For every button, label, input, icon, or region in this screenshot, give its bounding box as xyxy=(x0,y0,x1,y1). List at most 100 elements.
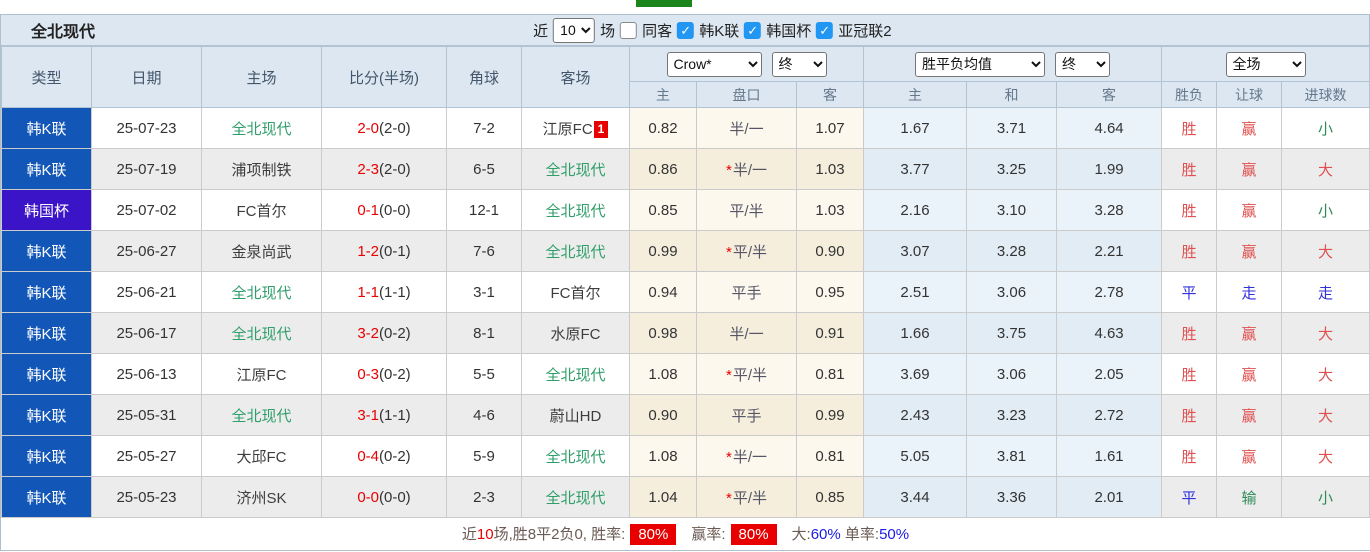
away-team[interactable]: 江原FC 1 xyxy=(521,107,630,149)
changed-line-star: * xyxy=(725,489,732,507)
euro-home-odds: 2.43 xyxy=(863,394,968,436)
fulltime-score: 1-1 xyxy=(357,283,379,301)
handicap-result: 赢 xyxy=(1216,435,1283,477)
fulltime-score: 0-1 xyxy=(357,201,379,219)
away-team[interactable]: 全北现代 xyxy=(521,476,630,518)
col-header-score: 比分(半场) xyxy=(321,46,447,108)
euro-odds-company-select[interactable]: 胜平负均值 xyxy=(915,51,1046,77)
league-type-badge: 韩国杯 xyxy=(1,189,92,231)
euro-away-odds: 1.99 xyxy=(1056,148,1163,190)
stats-recent-prefix: 近 xyxy=(461,526,477,544)
handicap-result: 赢 xyxy=(1216,107,1283,149)
away-team[interactable]: 水原FC xyxy=(521,312,630,354)
asian-away-odds: 1.03 xyxy=(795,189,865,231)
col-header-type: 类型 xyxy=(1,46,92,108)
halftime-score: (2-0) xyxy=(379,119,411,137)
score-cell: 3-2(0-2) xyxy=(321,312,447,354)
asian-odds-time-select[interactable]: 终 xyxy=(771,51,827,77)
away-team[interactable]: 蔚山HD xyxy=(521,394,630,436)
match-date: 25-05-31 xyxy=(91,394,202,436)
match-date: 25-05-23 xyxy=(91,476,202,518)
asian-handicap-line: *半/一 xyxy=(696,435,797,477)
corner-score: 5-9 xyxy=(446,435,522,477)
goals-result: 大 xyxy=(1281,312,1370,354)
euro-draw-odds: 3.06 xyxy=(966,271,1058,313)
asian-away-odds: 0.85 xyxy=(795,476,865,518)
asian-away-odds: 1.03 xyxy=(795,148,865,190)
goals-result: 小 xyxy=(1281,107,1370,149)
home-team[interactable]: 全北现代 xyxy=(201,394,322,436)
stats-summary: 近10场,胜8平2负0, 胜率: 80% 赢率: 80% 大:60% 单率:50% xyxy=(1,517,1370,550)
match-history-table: 类型 日期 主场 比分(半场) 角球 客场 Crow* 终 xyxy=(1,46,1370,550)
subcol-handicap-result: 让球 xyxy=(1216,81,1283,108)
home-team[interactable]: FC首尔 xyxy=(201,189,322,231)
match-result: 胜 xyxy=(1161,107,1218,149)
table-row: 韩K联 25-05-31 全北现代 3-1(1-1) 4-6 蔚山HD 0.90 平手 0.99… xyxy=(1,394,1370,436)
table-row: 韩K联 25-06-17 全北现代 3-2(0-2) 8-1 水原FC 0.98 半/一 0.9… xyxy=(1,312,1370,354)
league-type-badge: 韩K联 xyxy=(1,271,92,313)
away-team[interactable]: 全北现代 xyxy=(521,230,630,272)
recent-count-select[interactable]: 10 xyxy=(553,17,596,43)
handicap-result: 赢 xyxy=(1216,353,1283,395)
table-row: 韩K联 25-06-13 江原FC 0-3(0-2) 5-5 全北现代 1.08 *平/半 0.… xyxy=(1,353,1370,395)
home-team[interactable]: 全北现代 xyxy=(201,271,322,313)
corner-score: 12-1 xyxy=(446,189,522,231)
top-strip xyxy=(0,0,1370,14)
fulltime-score: 3-2 xyxy=(357,324,379,342)
euro-draw-odds: 3.71 xyxy=(966,107,1058,149)
euro-odds-time-select[interactable]: 终 xyxy=(1055,51,1111,77)
away-team[interactable]: 全北现代 xyxy=(521,353,630,395)
big-rate-label: 大: xyxy=(791,526,811,544)
goals-result: 大 xyxy=(1281,435,1370,477)
home-team[interactable]: 全北现代 xyxy=(201,107,322,149)
match-date: 25-06-27 xyxy=(91,230,202,272)
home-team[interactable]: 大邱FC xyxy=(201,435,322,477)
table-row: 韩K联 25-05-23 济州SK 0-0(0-0) 2-3 全北现代 1.04 *平/半 0.… xyxy=(1,476,1370,518)
home-team[interactable]: 济州SK xyxy=(201,476,322,518)
handicap-result: 赢 xyxy=(1216,230,1283,272)
subcol-euro-home: 主 xyxy=(863,81,968,108)
league-filter-checkbox-kleague[interactable]: ✓ xyxy=(677,21,695,39)
away-team[interactable]: 全北现代 xyxy=(521,435,630,477)
corner-score: 5-5 xyxy=(446,353,522,395)
euro-home-odds: 1.67 xyxy=(863,107,968,149)
halftime-score: (0-1) xyxy=(379,242,411,260)
euro-away-odds: 4.63 xyxy=(1056,312,1163,354)
match-date: 25-06-21 xyxy=(91,271,202,313)
away-team[interactable]: FC首尔 xyxy=(521,271,630,313)
match-result: 平 xyxy=(1161,271,1218,313)
corner-score: 7-6 xyxy=(446,230,522,272)
filter-controls: 近 10 场 同客 ✓ 韩K联 ✓ 韩国杯 ✓ 亚冠联2 xyxy=(533,17,892,43)
cover-rate-label: 赢率: xyxy=(691,526,726,544)
home-team[interactable]: 浦项制铁 xyxy=(201,148,322,190)
league-filter-checkbox-acl2[interactable]: ✓ xyxy=(816,21,834,39)
home-team[interactable]: 全北现代 xyxy=(201,312,322,354)
score-cell: 0-4(0-2) xyxy=(321,435,447,477)
match-result: 胜 xyxy=(1161,353,1218,395)
league-type-badge: 韩K联 xyxy=(1,353,92,395)
league-filter-checkbox-koreacup[interactable]: ✓ xyxy=(744,21,762,39)
away-team[interactable]: 全北现代 xyxy=(521,148,630,190)
active-tab-indicator xyxy=(636,0,692,7)
fulltime-score: 2-3 xyxy=(357,160,379,178)
big-rate-value: 60% xyxy=(810,526,841,544)
euro-draw-odds: 3.28 xyxy=(966,230,1058,272)
same-venue-checkbox[interactable] xyxy=(620,21,638,39)
subcol-asian-line: 盘口 xyxy=(696,81,797,108)
asian-odds-company-select[interactable]: Crow* xyxy=(666,51,762,77)
euro-draw-odds: 3.23 xyxy=(966,394,1058,436)
table-row: 韩K联 25-06-21 全北现代 1-1(1-1) 3-1 FC首尔 0.94 平手 0.95… xyxy=(1,271,1370,313)
table-row: 韩K联 25-07-23 全北现代 2-0(2-0) 7-2 江原FC 1 0.82 半/一 1.… xyxy=(1,107,1370,149)
home-team[interactable]: 江原FC xyxy=(201,353,322,395)
home-team[interactable]: 金泉尚武 xyxy=(201,230,322,272)
result-scope-select[interactable]: 全场 xyxy=(1225,51,1306,77)
table-row: 韩K联 25-06-27 金泉尚武 1-2(0-1) 7-6 全北现代 0.99 *平/半 0.… xyxy=(1,230,1370,272)
fulltime-score: 2-0 xyxy=(357,119,379,137)
corner-score: 7-2 xyxy=(446,107,522,149)
corner-score: 4-6 xyxy=(446,394,522,436)
subcol-euro-away: 客 xyxy=(1056,81,1163,108)
goals-result: 小 xyxy=(1281,476,1370,518)
halftime-score: (1-1) xyxy=(379,406,411,424)
away-team[interactable]: 全北现代 xyxy=(521,189,630,231)
table-row: 韩国杯 25-07-02 FC首尔 0-1(0-0) 12-1 全北现代 0.85 平/半 1.… xyxy=(1,189,1370,231)
